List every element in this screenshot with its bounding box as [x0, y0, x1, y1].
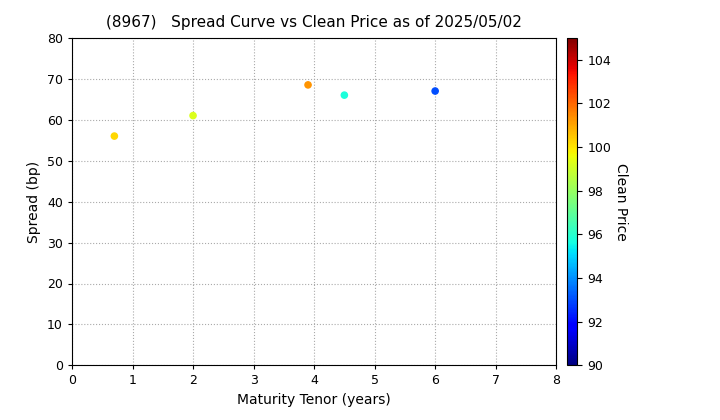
Point	[338, 92, 350, 98]
Point	[302, 81, 314, 88]
Title: (8967)   Spread Curve vs Clean Price as of 2025/05/02: (8967) Spread Curve vs Clean Price as of…	[106, 15, 522, 30]
X-axis label: Maturity Tenor (years): Maturity Tenor (years)	[237, 393, 391, 407]
Point	[429, 88, 441, 94]
Point	[109, 133, 120, 139]
Point	[187, 112, 199, 119]
Y-axis label: Spread (bp): Spread (bp)	[27, 160, 42, 243]
Y-axis label: Clean Price: Clean Price	[613, 163, 628, 241]
